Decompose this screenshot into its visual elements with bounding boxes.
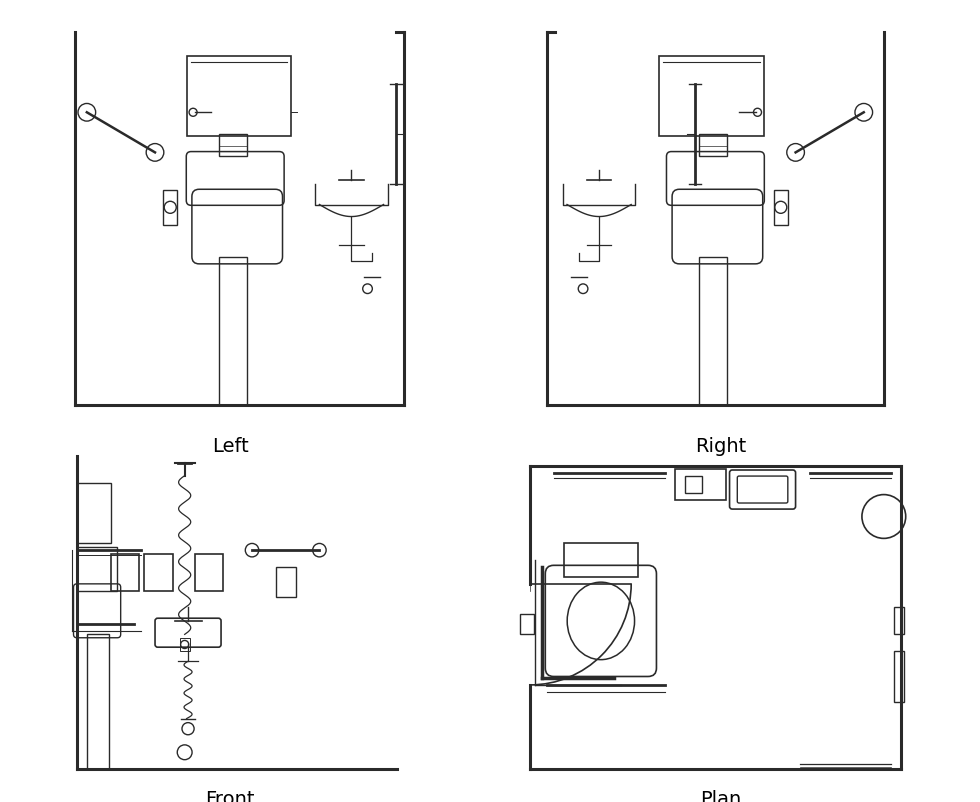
Bar <box>195 553 223 590</box>
Bar <box>700 135 727 156</box>
Bar <box>163 191 177 225</box>
Bar <box>894 651 904 702</box>
Text: Right: Right <box>695 437 746 456</box>
Bar <box>76 483 111 544</box>
Bar <box>675 469 725 500</box>
Bar <box>144 553 172 590</box>
Bar <box>773 191 788 225</box>
Text: Left: Left <box>212 437 249 456</box>
Bar <box>220 135 247 156</box>
Bar <box>179 638 190 651</box>
Bar <box>275 567 296 597</box>
Bar <box>700 257 727 405</box>
Bar <box>220 257 247 405</box>
Bar <box>685 476 702 493</box>
Bar <box>564 544 638 577</box>
Bar <box>76 547 118 590</box>
Bar <box>894 607 904 634</box>
Bar <box>111 553 139 590</box>
Text: Front: Front <box>206 790 255 802</box>
Bar <box>520 614 533 634</box>
Text: Plan: Plan <box>700 790 741 802</box>
Bar <box>660 56 763 136</box>
Bar <box>187 56 291 136</box>
Bar <box>87 634 109 769</box>
